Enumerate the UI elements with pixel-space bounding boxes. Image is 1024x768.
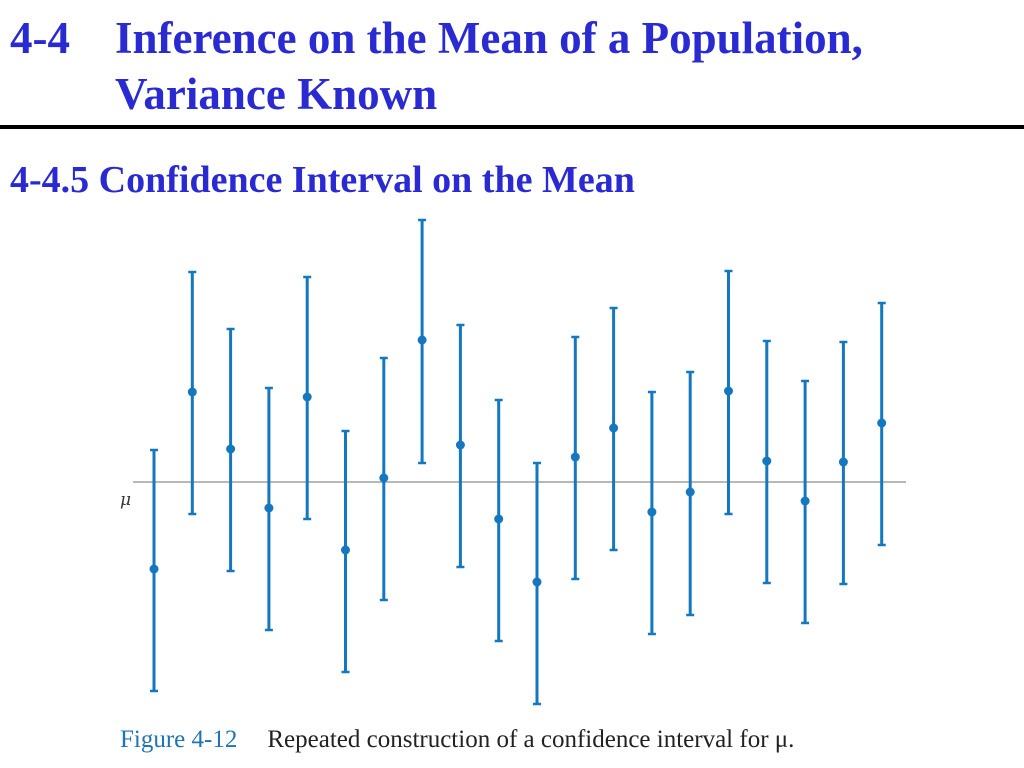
point-estimate-1 [149,564,159,574]
point-estimate-14 [647,507,657,517]
figure-caption: Figure 4-12 Repeated construction of a co… [120,724,1000,756]
point-estimate-10 [494,514,504,524]
point-estimate-12 [570,452,580,462]
point-estimate-13 [609,423,619,433]
point-estimate-15 [685,487,695,497]
point-estimate-4 [264,503,274,513]
point-estimate-6 [341,545,350,555]
slide-header: 4-4 Inference on the Mean of a Populatio… [0,0,1024,132]
point-estimate-7 [379,473,389,483]
figure-label: Figure 4-12 [120,726,238,753]
slide-subtitle: 4-4.5 Confidence Interval on the Mean [10,159,635,201]
point-estimate-2 [187,387,197,397]
confidence-interval-chart: μ [120,218,906,706]
confidence-interval-figure: μ [0,205,1024,725]
header-divider [0,125,1024,129]
point-estimate-8 [417,335,427,345]
section-number: 4-4 [10,13,70,63]
point-estimate-20 [877,418,887,428]
point-estimate-16 [724,386,733,396]
slide-title: Inference on the Mean of a Population, V… [115,13,863,119]
mu-label: μ [120,490,131,510]
point-estimate-9 [455,440,465,450]
point-estimate-11 [532,577,542,587]
point-estimate-3 [226,444,236,454]
point-estimate-5 [302,392,312,402]
point-estimate-18 [800,496,810,506]
point-estimate-19 [838,457,848,467]
figure-caption-text: Repeated construction of a confidence in… [267,726,795,753]
point-estimate-17 [762,456,772,466]
